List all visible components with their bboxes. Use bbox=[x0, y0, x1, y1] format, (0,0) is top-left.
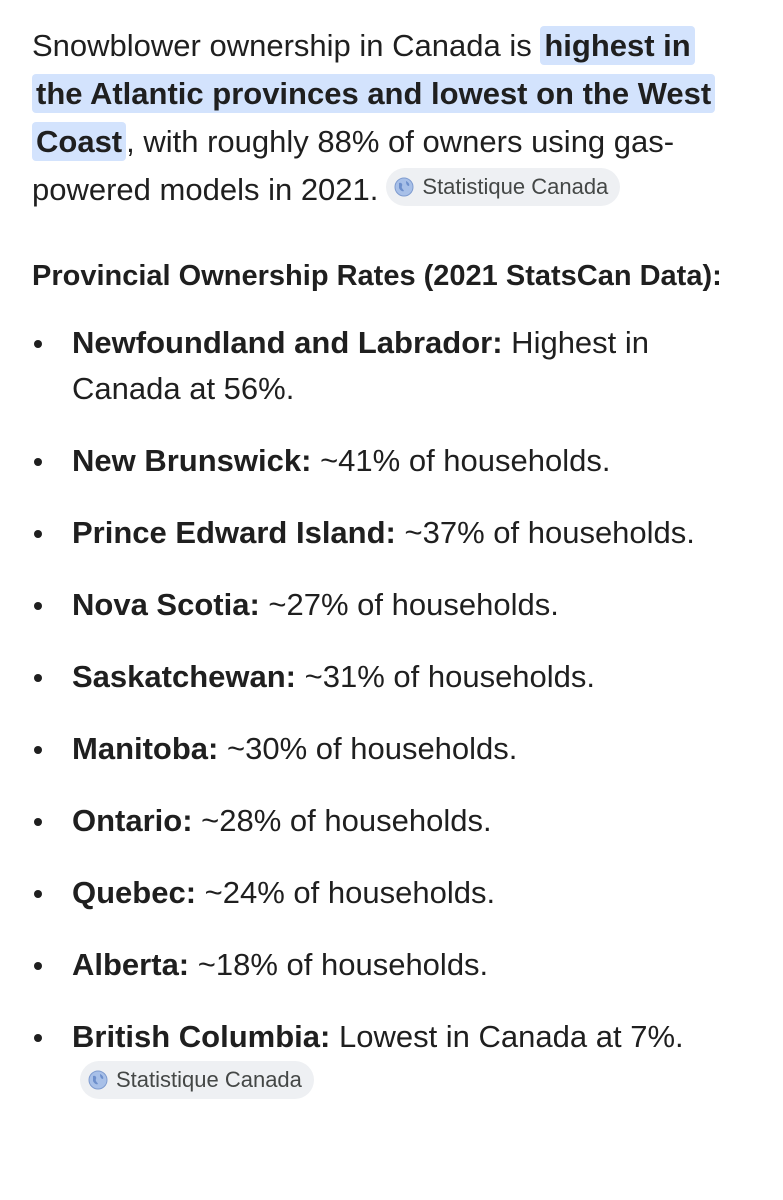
source-chip-label: Statistique Canada bbox=[422, 174, 609, 199]
province-detail: ~41% of households. bbox=[311, 443, 611, 478]
bullet bbox=[34, 818, 42, 826]
bullet bbox=[34, 1034, 42, 1042]
bullet bbox=[34, 746, 42, 754]
province-name: Ontario: bbox=[72, 803, 193, 838]
source-chip[interactable]: Statistique Canada bbox=[386, 168, 621, 206]
bullet bbox=[34, 602, 42, 610]
bullet bbox=[34, 458, 42, 466]
list-item: Manitoba: ~30% of households. bbox=[32, 726, 743, 772]
list-item: New Brunswick: ~41% of households. bbox=[32, 438, 743, 484]
source-chip-label: Statistique Canada bbox=[116, 1067, 302, 1092]
province-detail: ~24% of households. bbox=[196, 875, 496, 910]
bullet bbox=[34, 674, 42, 682]
province-name: New Brunswick: bbox=[72, 443, 312, 478]
province-detail: ~28% of households. bbox=[192, 803, 492, 838]
province-name: British Columbia: bbox=[72, 1019, 331, 1054]
bullet bbox=[34, 962, 42, 970]
list-item: Ontario: ~28% of households. bbox=[32, 798, 743, 844]
response-content: Snowblower ownership in Canada is highes… bbox=[32, 22, 743, 1106]
province-name: Manitoba: bbox=[72, 731, 219, 766]
province-detail: Lowest in Canada at 7%. bbox=[330, 1019, 684, 1054]
province-name: Saskatchewan: bbox=[72, 659, 296, 694]
province-name: Quebec: bbox=[72, 875, 197, 910]
province-detail: ~27% of households. bbox=[259, 587, 559, 622]
province-detail: Highest in Canada at 56%. bbox=[72, 325, 650, 406]
province-name: Alberta: bbox=[72, 947, 190, 982]
list-item: British Columbia: Lowest in Canada at 7%… bbox=[32, 1014, 743, 1106]
section-title: Provincial Ownership Rates (2021 StatsCa… bbox=[32, 260, 722, 292]
bullet bbox=[34, 340, 42, 348]
globe-icon bbox=[394, 177, 414, 197]
bullet bbox=[34, 890, 42, 898]
province-name: Newfoundland and Labrador: bbox=[72, 325, 503, 360]
source-chip[interactable]: Statistique Canada bbox=[80, 1061, 314, 1099]
list-item: Saskatchewan: ~31% of households. bbox=[32, 654, 743, 700]
province-name: Nova Scotia: bbox=[72, 587, 260, 622]
province-detail: ~37% of households. bbox=[395, 515, 695, 550]
intro-paragraph: Snowblower ownership in Canada is highes… bbox=[32, 22, 743, 214]
list-item: Nova Scotia: ~27% of households. bbox=[32, 582, 743, 628]
list-item: Quebec: ~24% of households. bbox=[32, 870, 743, 916]
list-item: Prince Edward Island: ~37% of households… bbox=[32, 510, 743, 556]
province-detail: ~18% of households. bbox=[189, 947, 489, 982]
list-item: Newfoundland and Labrador: Highest in Ca… bbox=[32, 320, 743, 412]
province-name: Prince Edward Island: bbox=[72, 515, 396, 550]
province-detail: ~31% of households. bbox=[296, 659, 596, 694]
province-list: Newfoundland and Labrador: Highest in Ca… bbox=[32, 320, 743, 1106]
province-detail: ~30% of households. bbox=[218, 731, 518, 766]
globe-icon bbox=[88, 1070, 108, 1090]
intro-text-after: , with roughly 88% of owners using gas-p… bbox=[32, 124, 675, 207]
list-item: Alberta: ~18% of households. bbox=[32, 942, 743, 988]
intro-text-before: Snowblower ownership in Canada is bbox=[32, 28, 541, 63]
bullet bbox=[34, 530, 42, 538]
